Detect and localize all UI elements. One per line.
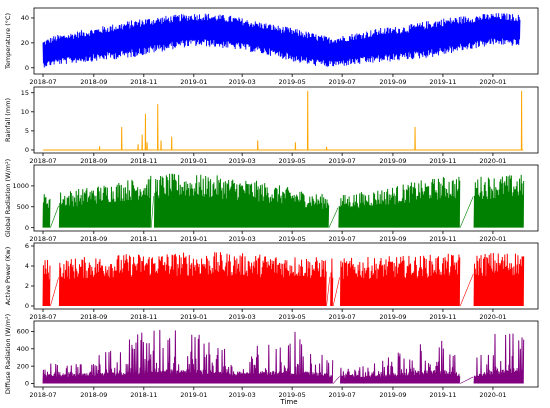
x-tick-label: 2019-01: [180, 235, 207, 243]
x-tick-label: 2020-01: [479, 313, 506, 321]
y-tick-label: 2: [25, 282, 29, 290]
y-tick-label: 0: [25, 302, 29, 310]
axes-frame: [33, 242, 539, 310]
x-tick-label: 2019-03: [229, 78, 256, 86]
x-tick-label: 2019-05: [279, 78, 306, 86]
x-tick-label: 2019-05: [279, 313, 306, 321]
x-tick-label: 2018-11: [130, 78, 157, 86]
y-tick-label: 1000: [12, 182, 29, 190]
x-tick-label: 2018-09: [80, 313, 107, 321]
x-tick-label: 2019-01: [180, 391, 207, 399]
x-tick-label: 2019-03: [229, 391, 256, 399]
panel-3: 0 500 1000 2018-07 2018-09 2018-11 2019-01 2019…: [4, 159, 539, 243]
x-tick-label: 2019-03: [229, 313, 256, 321]
active-power-series-gap-lines: [50, 273, 474, 307]
x-tick-label: 2018-11: [130, 235, 157, 243]
x-tick-label: 2019-03: [229, 157, 256, 165]
diffuse-radiation-series-gap-lines: [332, 376, 474, 384]
x-tick-label: 2019-09: [379, 313, 406, 321]
axes-frame: [33, 7, 539, 75]
x-tick-label: 2020-01: [479, 78, 506, 86]
x-tick-label: 2019-09: [379, 157, 406, 165]
temperature-series-line: [42, 13, 521, 68]
axes-frame: [33, 86, 539, 154]
diffuse-radiation-series: [42, 329, 525, 384]
panel-4: 0 2 4 6 2018-07 2018-09 2018-11 2019-01 2019-03 2…: [4, 242, 539, 321]
plot-area: [42, 329, 525, 384]
x-tick-label: 2018-07: [29, 235, 56, 243]
x-tick-label: 2018-11: [130, 313, 157, 321]
y-tick-label: 500: [17, 203, 29, 211]
x-tick-label: 2018-09: [80, 78, 107, 86]
x-tick-label: 2018-07: [29, 313, 56, 321]
y-tick-label: 600: [17, 328, 29, 336]
y-tick-label: 0: [25, 64, 29, 72]
axes-frame: [33, 164, 539, 232]
x-tick-label: 2018-09: [80, 235, 107, 243]
global-radiation-series: [42, 173, 525, 228]
y-tick-label: 4: [25, 262, 29, 270]
x-tick-label: 2019-11: [429, 313, 456, 321]
plot-area: [42, 252, 525, 307]
y-tick-label: 0: [25, 224, 29, 232]
x-tick-label: 2020-01: [479, 157, 506, 165]
x-tick-label: 2018-07: [29, 391, 56, 399]
x-tick-label: 2018-11: [130, 157, 157, 165]
x-tick-label: 2019-07: [329, 313, 356, 321]
x-tick-label: 2018-11: [130, 391, 157, 399]
x-tick-label: 2019-01: [180, 313, 207, 321]
x-tick-label: 2019-05: [279, 157, 306, 165]
x-tick-label: 2019-01: [180, 157, 207, 165]
x-tick-label: 2018-07: [29, 78, 56, 86]
x-tick-label: 2019-07: [329, 391, 356, 399]
y-axis-label: Rainfall (mm): [4, 98, 12, 142]
rainfall-series-line: [43, 90, 524, 151]
plot-area: [42, 173, 525, 228]
y-axis-label: Temperature (°C): [4, 13, 12, 70]
x-axis-label: Time: [279, 398, 297, 406]
y-axis-label: Active Power (Kw): [4, 247, 12, 306]
x-tick-label: 2019-07: [329, 235, 356, 243]
y-tick-label: 20: [21, 39, 29, 47]
plot-area: [43, 90, 524, 151]
y-tick-label: 15: [21, 89, 29, 97]
active-power-series: [42, 252, 525, 307]
y-axis-label: Diffuse Radiation (W/m²): [4, 314, 12, 394]
y-tick-label: 10: [21, 108, 29, 116]
y-tick-label: 5: [25, 127, 29, 135]
x-tick-label: 2019-09: [379, 78, 406, 86]
x-tick-label: 2018-09: [80, 391, 107, 399]
x-tick-label: 2019-11: [429, 78, 456, 86]
x-tick-label: 2018-07: [29, 157, 56, 165]
x-tick-label: 2019-07: [329, 157, 356, 165]
x-tick-label: 2019-05: [279, 235, 306, 243]
x-tick-label: 2019-01: [180, 78, 207, 86]
x-tick-label: 2019-05: [279, 391, 306, 399]
x-tick-label: 2020-01: [479, 235, 506, 243]
y-tick-label: 6: [25, 242, 29, 250]
x-tick-label: 2019-11: [429, 235, 456, 243]
panel-2: 0 5 10 15 2018-07 2018-09 2018-11 2019-01 2019-0…: [4, 86, 539, 165]
x-tick-label: 2019-07: [329, 78, 356, 86]
x-tick-label: 2020-01: [479, 391, 506, 399]
axes-frame: [33, 320, 539, 388]
x-tick-label: 2019-11: [429, 391, 456, 399]
x-tick-label: 2019-09: [379, 235, 406, 243]
plot-area: [42, 13, 521, 68]
panel-1: 0 20 40 2018-07 2018-09 2018-11 2019-01 2019-03…: [4, 7, 539, 86]
y-axis-label: Global Radiation (W/m²): [4, 159, 12, 237]
y-tick-label: 400: [17, 345, 29, 353]
y-tick-label: 40: [21, 14, 29, 22]
x-tick-label: 2019-11: [429, 157, 456, 165]
x-tick-label: 2019-09: [379, 391, 406, 399]
x-tick-label: 2019-03: [229, 235, 256, 243]
y-tick-label: 200: [17, 362, 29, 370]
global-radiation-series-gap-lines: [50, 196, 474, 228]
y-tick-label: 0: [25, 146, 29, 154]
x-tick-label: 2018-09: [80, 157, 107, 165]
y-tick-label: 0: [25, 380, 29, 388]
